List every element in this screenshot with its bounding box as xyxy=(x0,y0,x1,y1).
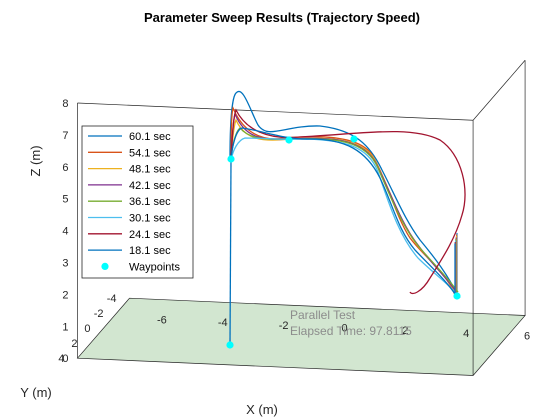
waypoint-marker xyxy=(226,341,234,349)
legend-label: 18.1 sec xyxy=(129,245,171,257)
x-tick-label: -6 xyxy=(157,315,167,327)
waypoint-markers xyxy=(226,135,461,349)
x-axis-label: X (m) xyxy=(246,402,278,417)
y-tick-label: 4 xyxy=(58,353,64,365)
annotation: Parallel Test Elapsed Time: 97.8115 xyxy=(290,308,412,338)
x-tick-label: 4 xyxy=(463,328,469,340)
z-tick-label: 7 xyxy=(62,130,68,142)
axes-edge xyxy=(472,60,526,121)
y-axis-label: Y (m) xyxy=(20,385,52,400)
z-tick-label: 3 xyxy=(62,257,68,269)
legend-waypoint-marker xyxy=(101,262,109,270)
annotation-line-1: Parallel Test xyxy=(290,308,356,322)
z-tick-label: 5 xyxy=(62,194,68,206)
z-tick-label: 6 xyxy=(62,162,68,174)
legend-label: 30.1 sec xyxy=(129,213,171,225)
y-tick-label: 2 xyxy=(71,338,77,350)
x-tick-label: 0 xyxy=(341,323,347,335)
series-line xyxy=(230,137,461,299)
waypoint-marker xyxy=(350,135,358,143)
legend-label: 36.1 sec xyxy=(129,196,171,208)
y-tick-label: -2 xyxy=(94,308,104,320)
z-axis-label: Z (m) xyxy=(28,145,43,176)
z-tick-label: 8 xyxy=(62,98,68,110)
z-tick-label: 0 xyxy=(62,353,68,365)
legend-label: 42.1 sec xyxy=(129,180,171,192)
waypoint-marker xyxy=(227,155,235,163)
series-line xyxy=(230,112,458,294)
series-line xyxy=(230,127,458,298)
x-tick-label: -2 xyxy=(279,320,289,332)
legend: 60.1 sec 54.1 sec 48.1 sec 42.1 sec 36.1 sec… xyxy=(81,125,194,279)
chart-title: Parameter Sweep Results (Trajectory Spee… xyxy=(144,10,420,25)
takeoff-stem xyxy=(229,159,232,346)
series-line xyxy=(230,108,466,295)
y-tick-label: 0 xyxy=(84,323,90,335)
z-tick-label: 2 xyxy=(62,289,68,301)
legend-box xyxy=(81,125,194,279)
trajectory-curves xyxy=(229,90,466,346)
series-line xyxy=(230,118,457,295)
series-line xyxy=(230,106,456,296)
legend-label: 54.1 sec xyxy=(129,147,171,159)
legend-label: Waypoints xyxy=(129,261,180,273)
x-tick-label: 6 xyxy=(524,330,530,342)
legend-label: 60.1 sec xyxy=(129,131,171,143)
legend-label: 24.1 sec xyxy=(129,229,171,241)
series-line xyxy=(229,90,459,297)
axes-edge xyxy=(77,102,474,121)
x-tick-label: -4 xyxy=(218,317,228,329)
legend-label: 48.1 sec xyxy=(129,164,171,176)
series-line xyxy=(230,127,459,293)
annotation-line-2: Elapsed Time: 97.8115 xyxy=(290,324,412,338)
waypoint-marker xyxy=(453,292,461,300)
z-tick-label: 1 xyxy=(62,321,68,333)
floor-plane xyxy=(76,297,526,376)
z-tick-label: 4 xyxy=(62,226,68,238)
axes-box xyxy=(76,60,526,376)
x-tick-label: 2 xyxy=(402,325,408,337)
waypoint-marker xyxy=(285,136,293,144)
y-tick-label: -4 xyxy=(107,293,117,305)
